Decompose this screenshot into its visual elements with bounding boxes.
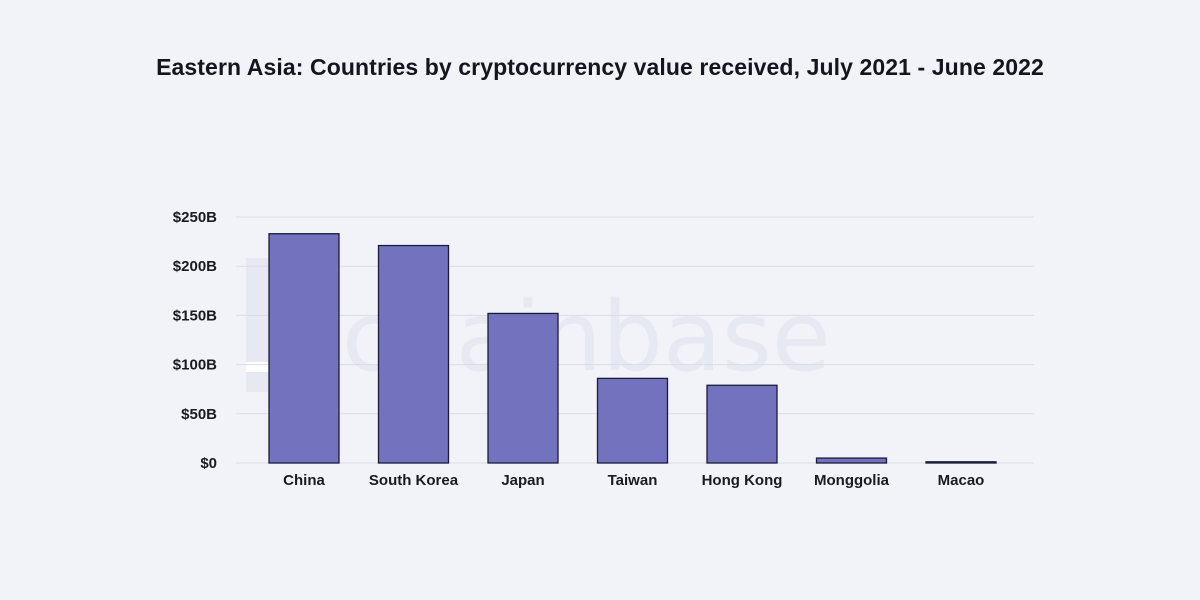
- bar-japan: [487, 312, 559, 464]
- y-axis-tick-labels: $0 $50B $100B $150B $200B $250B: [173, 209, 217, 472]
- bar-south-korea: [377, 244, 450, 464]
- watermark-logo-mark-inner: [246, 362, 276, 372]
- y-tick-label: $150B: [173, 307, 217, 324]
- x-category-label: China: [283, 472, 325, 489]
- bar-macao: [925, 461, 997, 464]
- bar-monggolia: [815, 457, 888, 464]
- x-axis-category-labels: China South Korea Japan Taiwan Hong Kong Mong…: [283, 472, 984, 489]
- y-tick-label: $200B: [173, 258, 217, 275]
- y-tick-label: $50B: [181, 406, 217, 423]
- x-category-label: Hong Kong: [702, 472, 783, 489]
- bar-china: [268, 233, 340, 464]
- x-category-label: Monggolia: [814, 472, 890, 489]
- chart-title: Eastern Asia: Countries by cryptocurrenc…: [156, 54, 1044, 80]
- bar-taiwan: [596, 377, 669, 464]
- y-tick-label: $250B: [173, 209, 217, 226]
- x-category-label: Japan: [501, 472, 544, 489]
- bar-hong-kong: [706, 384, 778, 464]
- x-category-label: Macao: [938, 472, 985, 489]
- x-category-label: Taiwan: [608, 472, 658, 489]
- y-tick-label: $0: [200, 455, 217, 472]
- x-category-label: South Korea: [369, 472, 459, 489]
- y-tick-label: $100B: [173, 357, 217, 374]
- bars: [268, 233, 997, 464]
